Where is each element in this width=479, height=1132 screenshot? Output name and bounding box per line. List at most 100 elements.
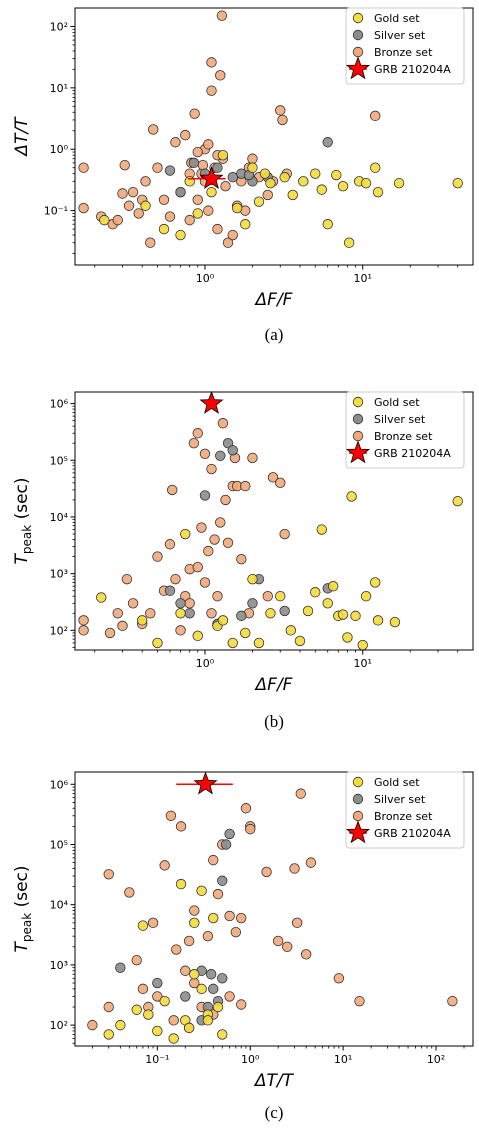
panel-c: 10⁻¹ 10⁰ 10¹ 10² 10² 10³ 10⁴ 10⁵ 10⁶ ΔT/T Tpeak (s… — [12, 771, 474, 1122]
bronze-point — [167, 484, 178, 496]
gold-point — [322, 219, 333, 230]
y-tick-label: 10² — [50, 624, 68, 637]
bronze-point — [279, 528, 290, 540]
gold-point — [103, 1029, 114, 1040]
y-tick-label: 10⁵ — [50, 838, 68, 851]
legend-label: Silver set — [374, 793, 426, 806]
gold-point — [137, 920, 149, 931]
bronze-point — [171, 944, 182, 955]
x-tick-label: 10⁰ — [196, 272, 215, 285]
y-tick-label: 10⁵ — [50, 454, 68, 467]
silver-point — [199, 490, 211, 501]
bronze-point — [131, 954, 142, 966]
gold-point — [247, 573, 258, 585]
bronze-point — [189, 108, 200, 119]
legend-label: Gold set — [374, 12, 420, 25]
legend-label: GRB 210204A — [374, 447, 451, 460]
legend-box — [345, 7, 465, 85]
bronze-point — [117, 188, 128, 199]
grb-star — [199, 166, 224, 190]
gold-point — [285, 625, 297, 636]
legend-marker — [352, 430, 364, 442]
legend-label: GRB 210204A — [374, 63, 451, 76]
y-tick-label: 10⁶ — [50, 778, 69, 791]
bronze-point — [217, 418, 229, 429]
gold-point — [99, 214, 110, 226]
bronze-point — [220, 180, 231, 192]
legend-label: Gold set — [374, 776, 420, 789]
gold-point — [370, 577, 381, 588]
gold-point — [279, 172, 290, 183]
y-tick-label: 10³ — [50, 959, 68, 972]
legend-label: Bronze set — [374, 810, 433, 823]
gold-point — [247, 162, 258, 173]
bronze-point — [78, 625, 89, 636]
bronze-point — [199, 448, 211, 460]
bronze-point — [224, 910, 235, 922]
bronze-point — [206, 85, 217, 96]
bronze-point — [222, 237, 234, 248]
y-tick-label: 10¹ — [50, 82, 68, 95]
bronze-point — [215, 70, 226, 81]
bronze-point — [224, 991, 235, 1002]
legend-label: Bronze set — [374, 430, 433, 443]
bronze-point — [203, 205, 214, 216]
plot-frame — [74, 7, 474, 266]
silver-point — [212, 162, 223, 173]
gold-point — [159, 995, 170, 1007]
y-tick-label: 10⁴ — [50, 511, 69, 524]
gold-point — [372, 186, 384, 198]
bronze-point — [277, 114, 288, 126]
plot-frame — [74, 771, 474, 1047]
gold-point — [342, 632, 353, 643]
gold-point — [310, 168, 321, 179]
bronze-point — [262, 189, 273, 201]
gold-point — [372, 615, 384, 626]
bronze-point — [192, 194, 203, 206]
legend-marker — [352, 793, 364, 805]
gold-point — [316, 524, 327, 535]
x-axis-label: ΔT/T — [253, 1071, 295, 1091]
bronze-point — [202, 930, 214, 942]
gold-point — [189, 917, 200, 929]
gold-point — [350, 610, 361, 622]
bronze-point — [119, 159, 130, 171]
panel-caption: (a) — [265, 325, 284, 344]
gold-point — [259, 168, 271, 179]
bronze-point — [275, 477, 286, 489]
silver-point — [175, 598, 186, 609]
y-axis-label: Tpeak (sec) — [12, 477, 34, 564]
bronze-point — [123, 200, 135, 211]
bronze-point — [148, 124, 159, 135]
gold-point — [217, 1029, 228, 1040]
silver-point — [227, 172, 238, 183]
bronze-point — [267, 472, 279, 483]
bronze-point — [199, 577, 211, 588]
gold-point — [131, 1004, 142, 1015]
legend-label: Bronze set — [374, 46, 433, 59]
bronze-point — [247, 452, 258, 464]
gold-point — [192, 208, 203, 219]
gold-point — [357, 639, 368, 650]
legend-marker — [352, 810, 364, 822]
grb-star — [193, 771, 218, 795]
bronze-point — [78, 615, 89, 626]
gold-point — [196, 885, 207, 897]
data-points — [78, 418, 463, 650]
silver-point — [236, 610, 247, 622]
x-tick-label: 10¹ — [354, 657, 372, 670]
gold-point — [175, 608, 186, 619]
gold-point — [196, 983, 207, 995]
bronze-point — [170, 573, 181, 585]
bronze-point — [305, 857, 317, 868]
bronze-point — [192, 428, 203, 439]
bronze-point — [117, 620, 128, 632]
gold-point — [452, 495, 463, 507]
legend-marker — [352, 29, 364, 41]
bronze-point — [281, 941, 293, 952]
silver-point — [222, 437, 234, 449]
bronze-point — [289, 863, 300, 874]
bronze-point — [175, 821, 187, 832]
bronze-point — [164, 539, 176, 550]
